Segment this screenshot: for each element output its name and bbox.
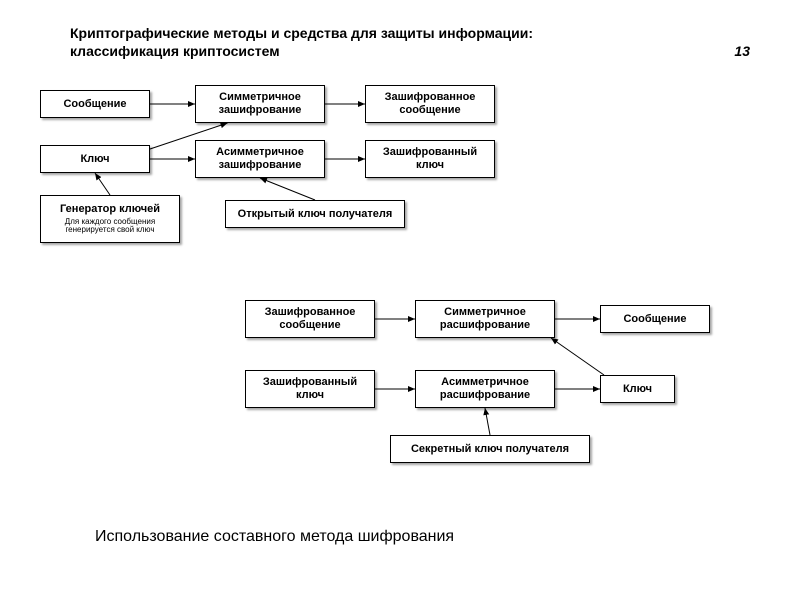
node-n3: Зашифрованноесообщение	[365, 85, 495, 123]
node-m3: Сообщение	[600, 305, 710, 333]
page-title-line1: Криптографические методы и средства для …	[70, 25, 730, 41]
node-label: Сообщение	[623, 313, 686, 326]
node-label: Ключ	[80, 153, 109, 166]
node-label: Асимметричноерасшифрование	[440, 376, 530, 401]
node-n5: Асимметричноезашифрование	[195, 140, 325, 178]
node-label: Симметричноерасшифрование	[440, 306, 530, 331]
node-label: Асимметричноезашифрование	[216, 146, 304, 171]
node-label: Зашифрованныйключ	[383, 146, 477, 171]
node-label: Сообщение	[63, 98, 126, 111]
node-n2: Симметричноезашифрование	[195, 85, 325, 123]
node-m2: Симметричноерасшифрование	[415, 300, 555, 338]
node-m6: Ключ	[600, 375, 675, 403]
node-n1: Сообщение	[40, 90, 150, 118]
node-n7: Генератор ключей Для каждого сообщенияген…	[40, 195, 180, 243]
node-sublabel: Для каждого сообщениягенерируется свой к…	[65, 218, 155, 236]
node-n6: Зашифрованныйключ	[365, 140, 495, 178]
node-n8: Открытый ключ получателя	[225, 200, 405, 228]
node-label: Генератор ключей	[60, 203, 160, 216]
node-label: Зашифрованноесообщение	[265, 306, 356, 331]
page-number: 13	[734, 43, 750, 59]
node-m1: Зашифрованноесообщение	[245, 300, 375, 338]
node-label: Ключ	[623, 383, 652, 396]
diagram-caption: Использование составного метода шифрован…	[95, 528, 454, 546]
node-label: Симметричноезашифрование	[219, 91, 302, 116]
page-title-line2: классификация криптосистем	[70, 43, 280, 59]
node-m4: Зашифрованныйключ	[245, 370, 375, 408]
node-label: Секретный ключ получателя	[411, 443, 569, 456]
node-label: Зашифрованныйключ	[263, 376, 357, 401]
node-m5: Асимметричноерасшифрование	[415, 370, 555, 408]
node-n4: Ключ	[40, 145, 150, 173]
node-label: Открытый ключ получателя	[238, 208, 393, 221]
node-label: Зашифрованноесообщение	[385, 91, 476, 116]
node-m7: Секретный ключ получателя	[390, 435, 590, 463]
